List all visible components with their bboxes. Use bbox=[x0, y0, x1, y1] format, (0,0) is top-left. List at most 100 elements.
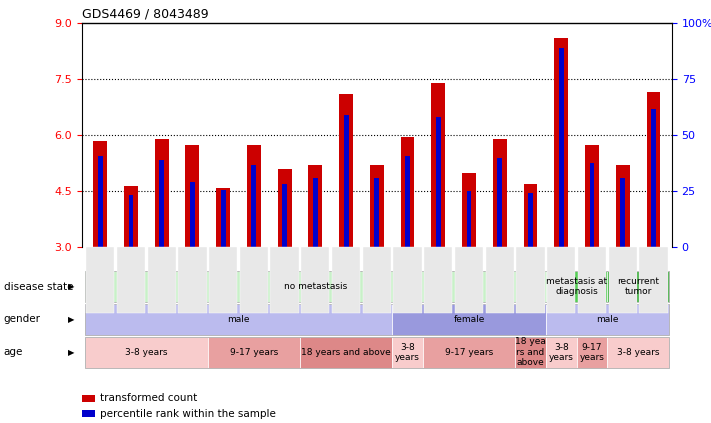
Text: ▶: ▶ bbox=[68, 348, 75, 357]
Bar bbox=[85, 304, 669, 335]
Bar bbox=[159, 159, 164, 247]
Bar bbox=[82, 410, 95, 417]
Text: disease state: disease state bbox=[4, 282, 73, 292]
Text: 18 years and above: 18 years and above bbox=[301, 348, 391, 357]
Bar bbox=[148, 247, 176, 313]
Bar bbox=[405, 156, 410, 247]
Text: ▶: ▶ bbox=[68, 315, 75, 324]
Text: 18 yea
rs and
above: 18 yea rs and above bbox=[515, 338, 546, 367]
Bar bbox=[493, 139, 507, 247]
Bar bbox=[85, 271, 669, 302]
Bar bbox=[559, 47, 564, 247]
Bar bbox=[85, 304, 392, 335]
Bar bbox=[515, 337, 546, 368]
Bar bbox=[516, 247, 545, 313]
Bar bbox=[86, 247, 114, 313]
Text: ▶: ▶ bbox=[68, 282, 75, 291]
Bar bbox=[209, 247, 237, 313]
Bar bbox=[216, 188, 230, 247]
Bar bbox=[523, 184, 538, 247]
Bar bbox=[300, 337, 392, 368]
Bar bbox=[466, 192, 471, 247]
Bar bbox=[339, 94, 353, 247]
Bar bbox=[607, 271, 669, 302]
Bar bbox=[252, 165, 256, 247]
Bar bbox=[607, 337, 669, 368]
Text: 3-8
years: 3-8 years bbox=[549, 343, 574, 362]
Text: metastasis at
diagnosis: metastasis at diagnosis bbox=[546, 277, 607, 297]
Text: 3-8 years: 3-8 years bbox=[617, 348, 659, 357]
Bar bbox=[392, 304, 546, 335]
Bar bbox=[93, 141, 107, 247]
Bar bbox=[178, 247, 207, 313]
Bar bbox=[393, 247, 422, 313]
Bar bbox=[436, 117, 441, 247]
Text: 9-17 years: 9-17 years bbox=[445, 348, 493, 357]
Bar bbox=[220, 190, 225, 247]
Text: female: female bbox=[454, 315, 485, 324]
Bar bbox=[639, 247, 668, 313]
Bar bbox=[313, 179, 318, 247]
Bar bbox=[343, 115, 348, 247]
Bar bbox=[486, 247, 514, 313]
Bar bbox=[616, 165, 630, 247]
Bar bbox=[546, 337, 577, 368]
Bar bbox=[577, 337, 607, 368]
Bar bbox=[82, 395, 95, 402]
Bar bbox=[401, 137, 415, 247]
Bar bbox=[423, 337, 515, 368]
Bar bbox=[85, 337, 669, 368]
Text: male: male bbox=[596, 315, 619, 324]
Bar bbox=[547, 247, 575, 313]
Bar bbox=[98, 156, 102, 247]
Bar bbox=[309, 165, 322, 247]
Text: gender: gender bbox=[4, 314, 41, 324]
Text: 9-17
years: 9-17 years bbox=[579, 343, 604, 362]
Bar bbox=[282, 184, 287, 247]
Bar bbox=[432, 83, 445, 247]
Text: male: male bbox=[228, 315, 250, 324]
Bar bbox=[392, 337, 423, 368]
Bar bbox=[332, 247, 360, 313]
Text: GDS4469 / 8043489: GDS4469 / 8043489 bbox=[82, 8, 208, 21]
Bar bbox=[124, 186, 138, 247]
Bar bbox=[620, 179, 625, 247]
Text: transformed count: transformed count bbox=[100, 393, 197, 404]
Bar bbox=[247, 145, 261, 247]
Bar bbox=[585, 145, 599, 247]
Bar bbox=[129, 195, 134, 247]
Bar bbox=[555, 38, 568, 247]
Text: 3-8 years: 3-8 years bbox=[125, 348, 168, 357]
Bar bbox=[578, 247, 606, 313]
Text: percentile rank within the sample: percentile rank within the sample bbox=[100, 409, 275, 419]
Bar bbox=[546, 271, 607, 302]
Bar bbox=[240, 247, 268, 313]
Bar bbox=[370, 165, 384, 247]
Bar bbox=[528, 193, 533, 247]
Bar bbox=[455, 247, 483, 313]
Bar bbox=[651, 109, 656, 247]
Bar bbox=[117, 247, 145, 313]
Bar bbox=[546, 304, 669, 335]
Text: 9-17 years: 9-17 years bbox=[230, 348, 278, 357]
Bar bbox=[186, 145, 199, 247]
Bar bbox=[208, 337, 300, 368]
Bar bbox=[301, 247, 329, 313]
Bar bbox=[85, 337, 208, 368]
Bar bbox=[462, 173, 476, 247]
Bar bbox=[278, 169, 292, 247]
Bar bbox=[498, 158, 502, 247]
Bar bbox=[589, 163, 594, 247]
Bar bbox=[85, 271, 546, 302]
Bar bbox=[155, 139, 169, 247]
Bar bbox=[190, 182, 195, 247]
Bar bbox=[375, 179, 379, 247]
Bar bbox=[424, 247, 452, 313]
Bar bbox=[270, 247, 299, 313]
Text: 3-8
years: 3-8 years bbox=[395, 343, 420, 362]
Bar bbox=[609, 247, 637, 313]
Text: no metastasis: no metastasis bbox=[284, 282, 347, 291]
Text: age: age bbox=[4, 347, 23, 357]
Bar bbox=[646, 92, 661, 247]
Text: recurrent
tumor: recurrent tumor bbox=[617, 277, 659, 297]
